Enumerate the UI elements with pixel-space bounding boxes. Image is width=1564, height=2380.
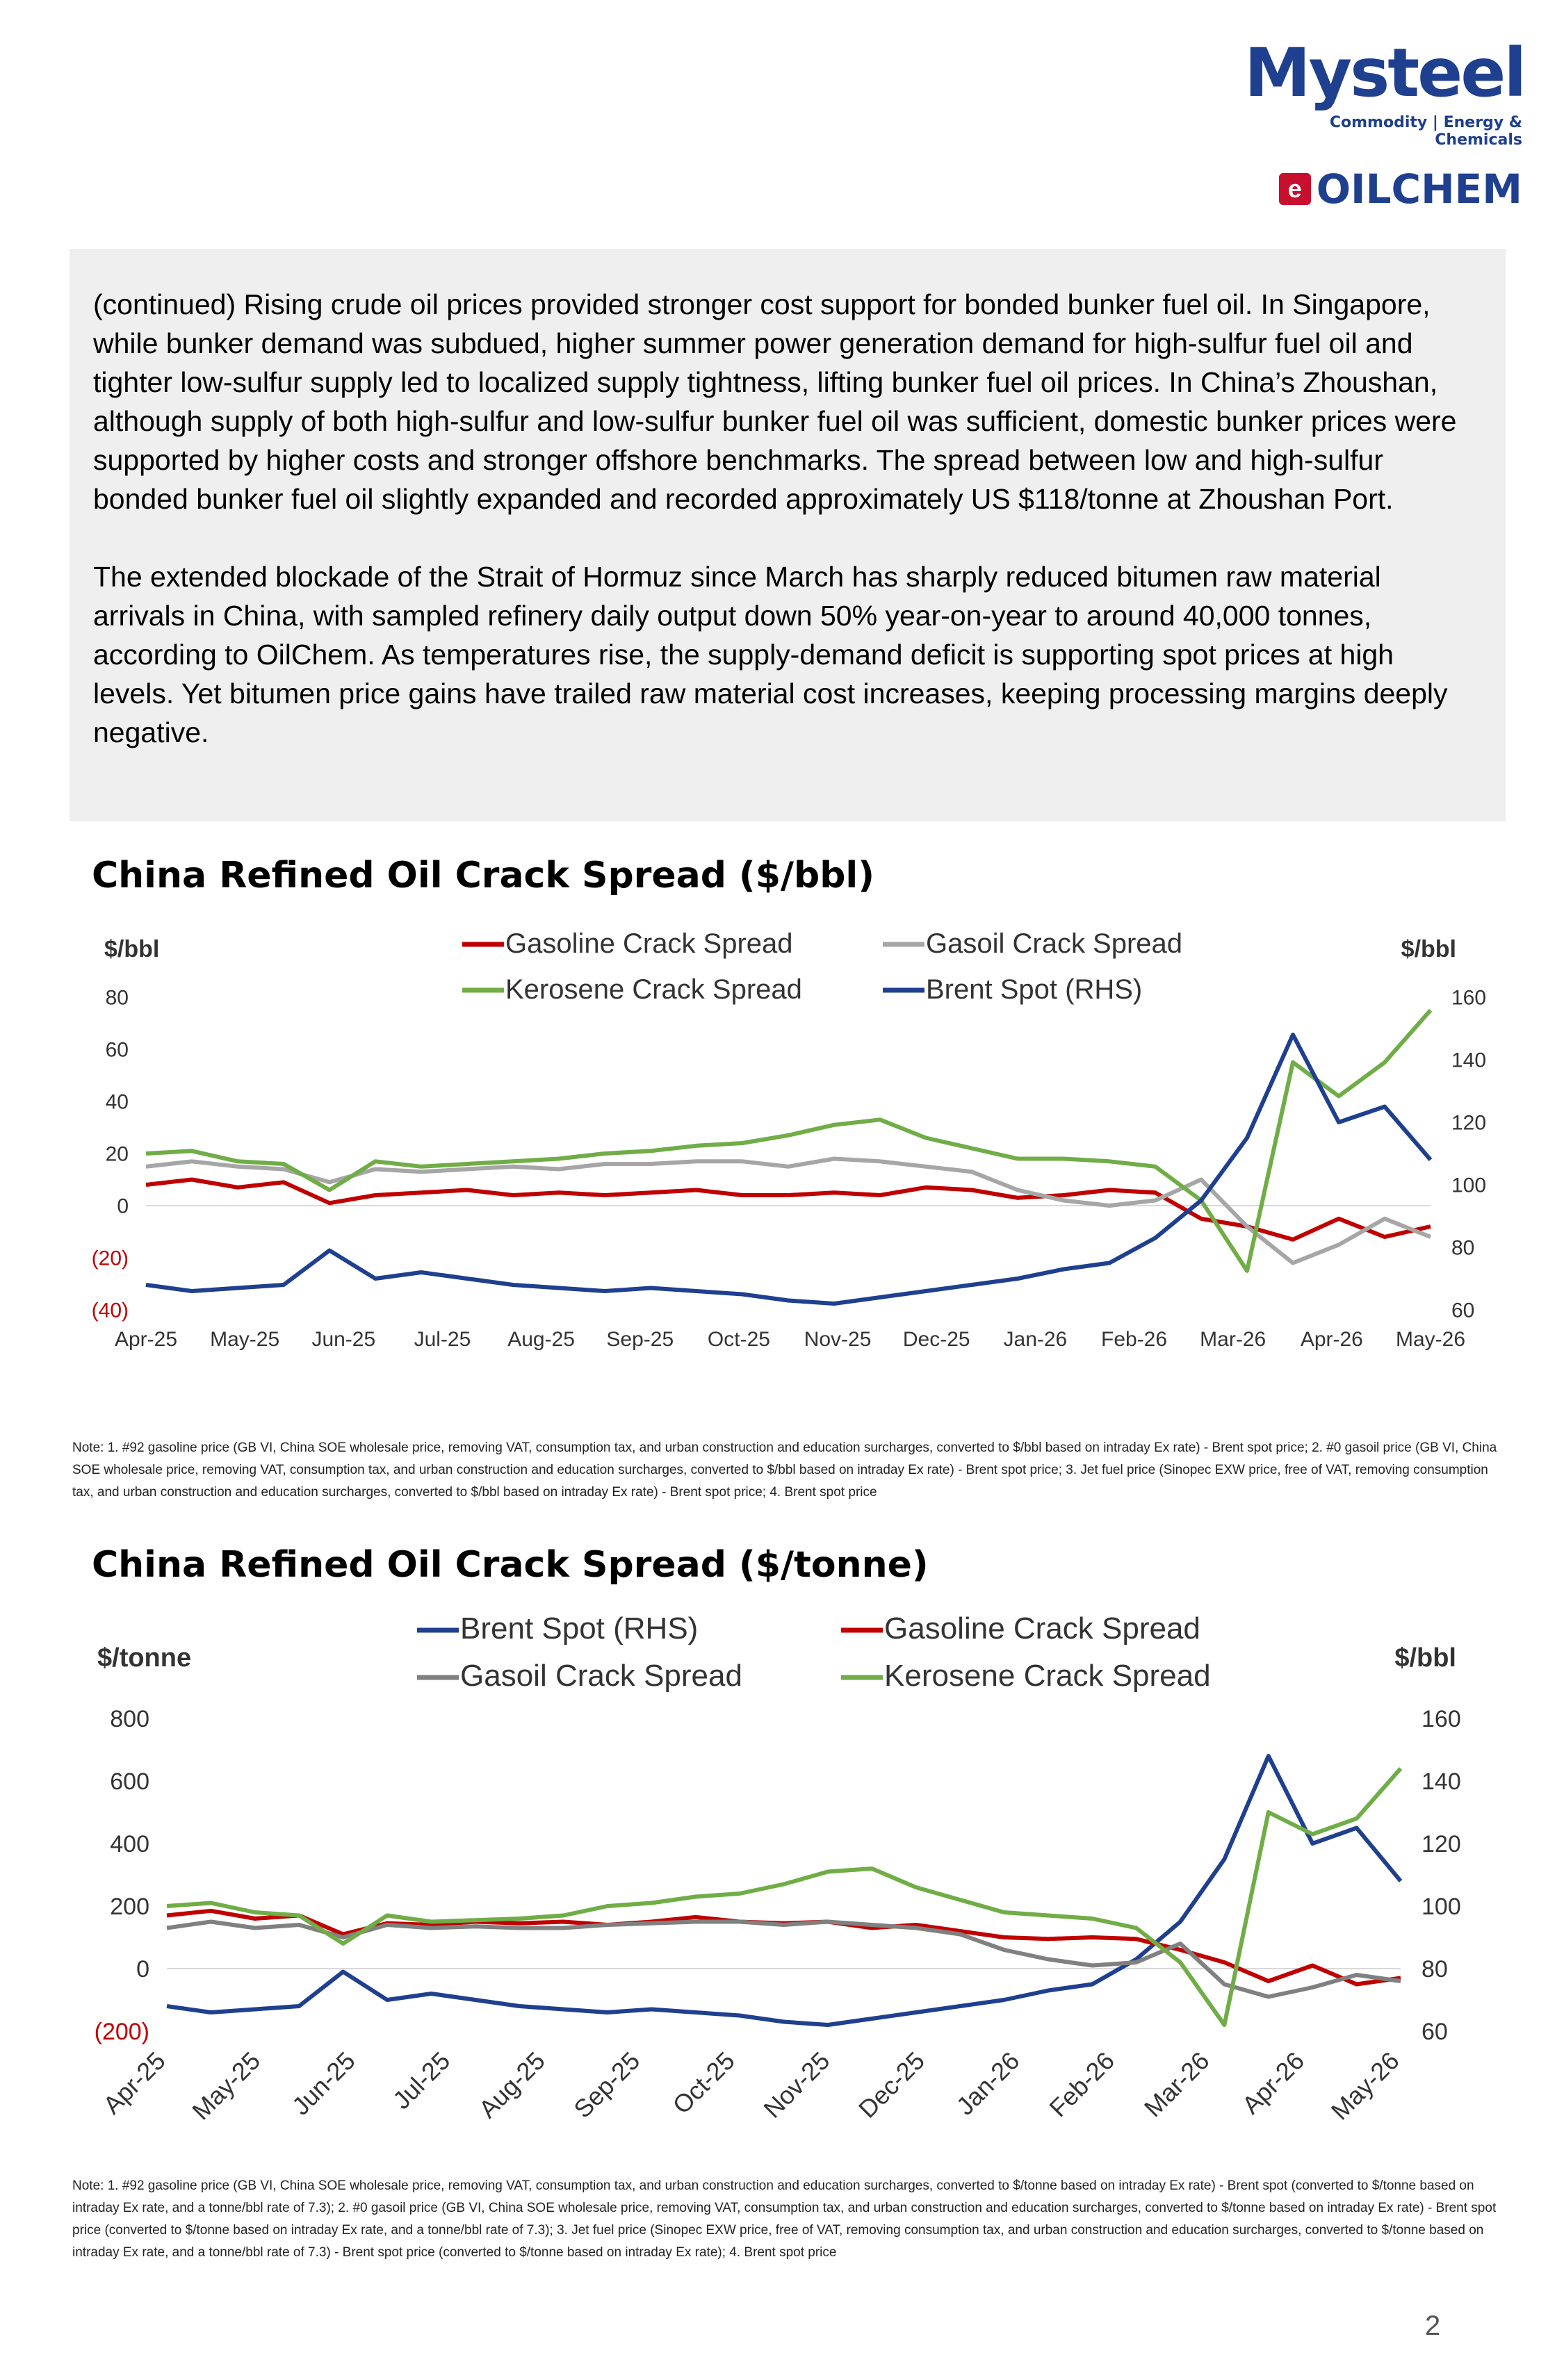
y-right-tick-label: 60 <box>1451 1299 1474 1322</box>
oilchem-logo-icon: e <box>1278 173 1311 205</box>
x-tick-label: Mar-26 <box>1200 1328 1266 1351</box>
y-right-unit: $/bbl <box>1394 1643 1456 1673</box>
x-tick-label: Jul-25 <box>387 2046 455 2115</box>
y-left-unit: $/bbl <box>104 936 159 962</box>
y-right-tick-label: 80 <box>1451 1237 1474 1260</box>
x-tick-label: Feb-26 <box>1043 2046 1120 2123</box>
legend-label: Gasoil Crack Spread <box>926 928 1182 959</box>
y-right-tick-label: 80 <box>1422 1956 1448 1983</box>
y-left-tick-label: 0 <box>117 1195 129 1218</box>
y-left-tick-label: 60 <box>106 1039 129 1062</box>
x-tick-label: Aug-25 <box>507 1328 575 1351</box>
series-line <box>145 1033 1433 1306</box>
page-number: 2 <box>1425 2311 1441 2341</box>
x-tick-label: Oct-25 <box>667 2046 740 2119</box>
paragraph-bitumen: The extended blockade of the Strait of H… <box>93 561 1448 748</box>
y-left-unit: $/tonne <box>97 1643 191 1673</box>
sub-brand-name: OILCHEM <box>1316 165 1522 213</box>
paragraph-bunker: (continued) Rising crude oil prices prov… <box>93 288 1457 515</box>
y-left-tick-label: 80 <box>106 987 129 1010</box>
x-tick-label: Apr-26 <box>1301 1328 1363 1351</box>
series-line <box>166 1908 1401 1987</box>
sub-brand: e OILCHEM <box>1244 168 1522 210</box>
y-left-tick-label: 20 <box>106 1143 129 1166</box>
x-tick-label: May-25 <box>210 1328 279 1351</box>
series-line <box>166 1767 1403 2027</box>
x-tick-label: Sep-25 <box>606 1328 674 1351</box>
x-tick-label: Apr-26 <box>1237 2046 1310 2119</box>
legend-label: Kerosene Crack Spread <box>884 1659 1211 1693</box>
x-tick-label: Nov-25 <box>758 2046 835 2124</box>
series-line <box>145 1177 1431 1242</box>
y-right-tick-label: 160 <box>1422 1706 1461 1732</box>
x-tick-label: May-25 <box>186 2046 266 2126</box>
series-line <box>166 1754 1403 2027</box>
brand-name: Mysteel <box>1244 34 1526 112</box>
y-right-tick-label: 60 <box>1422 2019 1448 2045</box>
x-tick-label: Apr-25 <box>115 1328 177 1351</box>
x-tick-label: Jul-25 <box>414 1328 471 1351</box>
y-right-tick-label: 160 <box>1451 987 1486 1010</box>
series-line <box>145 1008 1433 1273</box>
legend-label: Gasoline Crack Spread <box>884 1611 1200 1646</box>
y-left-tick-label: 0 <box>136 1956 149 1983</box>
y-left-tick-label: (40) <box>92 1299 129 1322</box>
legend-label: Brent Spot (RHS) <box>460 1611 698 1646</box>
y-right-tick-label: 120 <box>1422 1831 1461 1857</box>
x-tick-label: May-26 <box>1396 1328 1465 1351</box>
y-right-tick-label: 100 <box>1422 1894 1461 1920</box>
x-tick-label: Feb-26 <box>1101 1328 1167 1351</box>
x-tick-label: Dec-25 <box>903 1328 970 1351</box>
y-right-tick-label: 120 <box>1451 1112 1486 1135</box>
chart1: 80 60 40 20 0 (20) (40) 160 140 120 100 80 60 $/bbl $/… <box>92 928 1486 1351</box>
y-left-tick-label: 400 <box>110 1831 149 1857</box>
y-left-tick-label: 800 <box>110 1706 149 1732</box>
x-tick-label: Jun-25 <box>286 2046 361 2121</box>
y-left-tick-label: (200) <box>95 2019 149 2045</box>
chart2-note: Note: 1. #92 gasoline price (GB VI, Chin… <box>72 2178 1497 2260</box>
x-tick-label: Jun-25 <box>311 1328 375 1351</box>
legend-label: Gasoil Crack Spread <box>460 1659 742 1693</box>
y-left-tick-label: 40 <box>106 1091 129 1114</box>
chart2: 800 600 400 200 0 (200) 160 140 120 100 80 60 $/tonn… <box>95 1611 1461 2126</box>
chart2-title: China Refined Oil Crack Spread ($/tonne) <box>92 1544 929 1586</box>
series-line <box>166 1919 1401 1999</box>
x-tick-label: Dec-25 <box>853 2046 930 2124</box>
x-tick-label: Jan-26 <box>951 2046 1025 2121</box>
x-tick-label: Mar-26 <box>1139 2046 1215 2123</box>
chart1-title: China Refined Oil Crack Spread ($/bbl) <box>92 855 875 896</box>
y-left-tick-label: 600 <box>110 1768 149 1795</box>
legend-label: Kerosene Crack Spread <box>505 974 802 1005</box>
y-right-tick-label: 140 <box>1422 1768 1461 1795</box>
y-left-tick-label: 200 <box>110 1894 149 1920</box>
y-left-tick-label: (20) <box>92 1247 129 1270</box>
x-tick-label: Nov-25 <box>804 1328 872 1351</box>
legend-label: Gasoline Crack Spread <box>505 928 793 959</box>
y-right-tick-label: 140 <box>1451 1049 1486 1072</box>
brand-tagline: Commodity | Energy & Chemicals <box>1329 114 1522 149</box>
x-tick-label: Oct-25 <box>708 1328 770 1351</box>
x-tick-label: Aug-25 <box>473 2046 551 2124</box>
x-tick-label: Sep-25 <box>568 2046 645 2124</box>
chart1-note: Note: 1. #92 gasoline price (GB VI, Chin… <box>72 1441 1497 1500</box>
x-tick-label: Jan-26 <box>1004 1328 1068 1351</box>
legend-label: Brent Spot (RHS) <box>926 974 1142 1005</box>
commentary-box: (continued) Rising crude oil prices prov… <box>70 249 1506 821</box>
x-tick-label: May-26 <box>1326 2046 1405 2126</box>
brand-logo: Mysteel Commodity | Energy & Chemicals e… <box>1244 34 1526 215</box>
series-line <box>145 1156 1432 1265</box>
x-tick-label: Apr-25 <box>97 2046 170 2119</box>
y-right-tick-label: 100 <box>1451 1174 1486 1197</box>
y-right-unit: $/bbl <box>1401 936 1456 962</box>
